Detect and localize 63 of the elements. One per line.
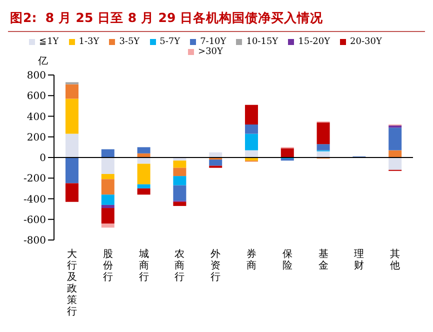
bar [173, 176, 186, 186]
bar [101, 149, 114, 158]
chart-title: 图2: 8 月 25 日至 8 月 29 日各机构国债净买入情况 [8, 8, 425, 32]
bar [316, 122, 330, 144]
bar [173, 185, 186, 201]
bar [244, 134, 258, 150]
bar [244, 150, 258, 158]
bar [101, 224, 114, 228]
bar [388, 150, 402, 158]
x-tick-label: 城商行 [138, 248, 149, 283]
x-tick-label: 大行及政策行 [66, 248, 77, 318]
bar [101, 179, 114, 195]
bar [65, 98, 78, 134]
x-tick-label: 外资行 [210, 249, 221, 283]
bar [173, 202, 186, 206]
bar [244, 124, 258, 134]
bar [101, 158, 114, 174]
legend-label: 10-15Y [246, 37, 278, 47]
bar [209, 160, 222, 166]
legend-label: >30Y [198, 47, 223, 57]
x-tick-label: 保险 [282, 249, 292, 272]
x-tick-label: 其他 [390, 248, 400, 272]
bar [244, 104, 258, 124]
legend-label: ≦1Y [39, 37, 59, 47]
bar [101, 208, 114, 224]
y-axis-title: 亿 [38, 55, 48, 68]
bar [101, 174, 114, 180]
bar [316, 144, 330, 150]
y-tick-label: -400 [24, 194, 46, 206]
bar [65, 134, 78, 158]
bar [137, 188, 150, 195]
legend-label: 3-5Y [119, 37, 140, 47]
legend-label: 5-7Y [160, 37, 180, 47]
bar [173, 160, 186, 168]
bar [137, 184, 150, 188]
bar [65, 158, 78, 184]
bar [101, 204, 114, 208]
legend-label: 7-10Y [200, 37, 226, 47]
x-tick-label: 基金 [318, 248, 328, 272]
bar [137, 164, 150, 184]
bar [280, 148, 294, 158]
y-tick-label: 400 [26, 112, 46, 123]
x-tick-label: 理财 [354, 249, 364, 272]
y-tick-label: 600 [26, 91, 46, 102]
bar [173, 168, 186, 176]
bar [388, 158, 402, 170]
bar [65, 84, 78, 99]
y-tick-label: 800 [26, 70, 46, 82]
bar [65, 183, 78, 202]
x-tick-label: 券商 [246, 248, 256, 272]
bar [137, 147, 150, 154]
x-tick-label: 股份行 [102, 249, 113, 283]
legend-label: 20-30Y [350, 37, 382, 47]
legend-label: 1-3Y [78, 37, 100, 47]
y-tick-label: 200 [26, 132, 46, 144]
x-tick-label: 农商行 [174, 249, 185, 283]
legend-label: 15-20Y [298, 37, 330, 47]
y-tick-label: -600 [24, 214, 46, 226]
y-tick-label: -800 [24, 236, 46, 247]
bar [101, 194, 114, 205]
bar [388, 128, 402, 150]
y-tick-label: -200 [24, 174, 46, 185]
y-tick-label: 0 [40, 153, 46, 164]
